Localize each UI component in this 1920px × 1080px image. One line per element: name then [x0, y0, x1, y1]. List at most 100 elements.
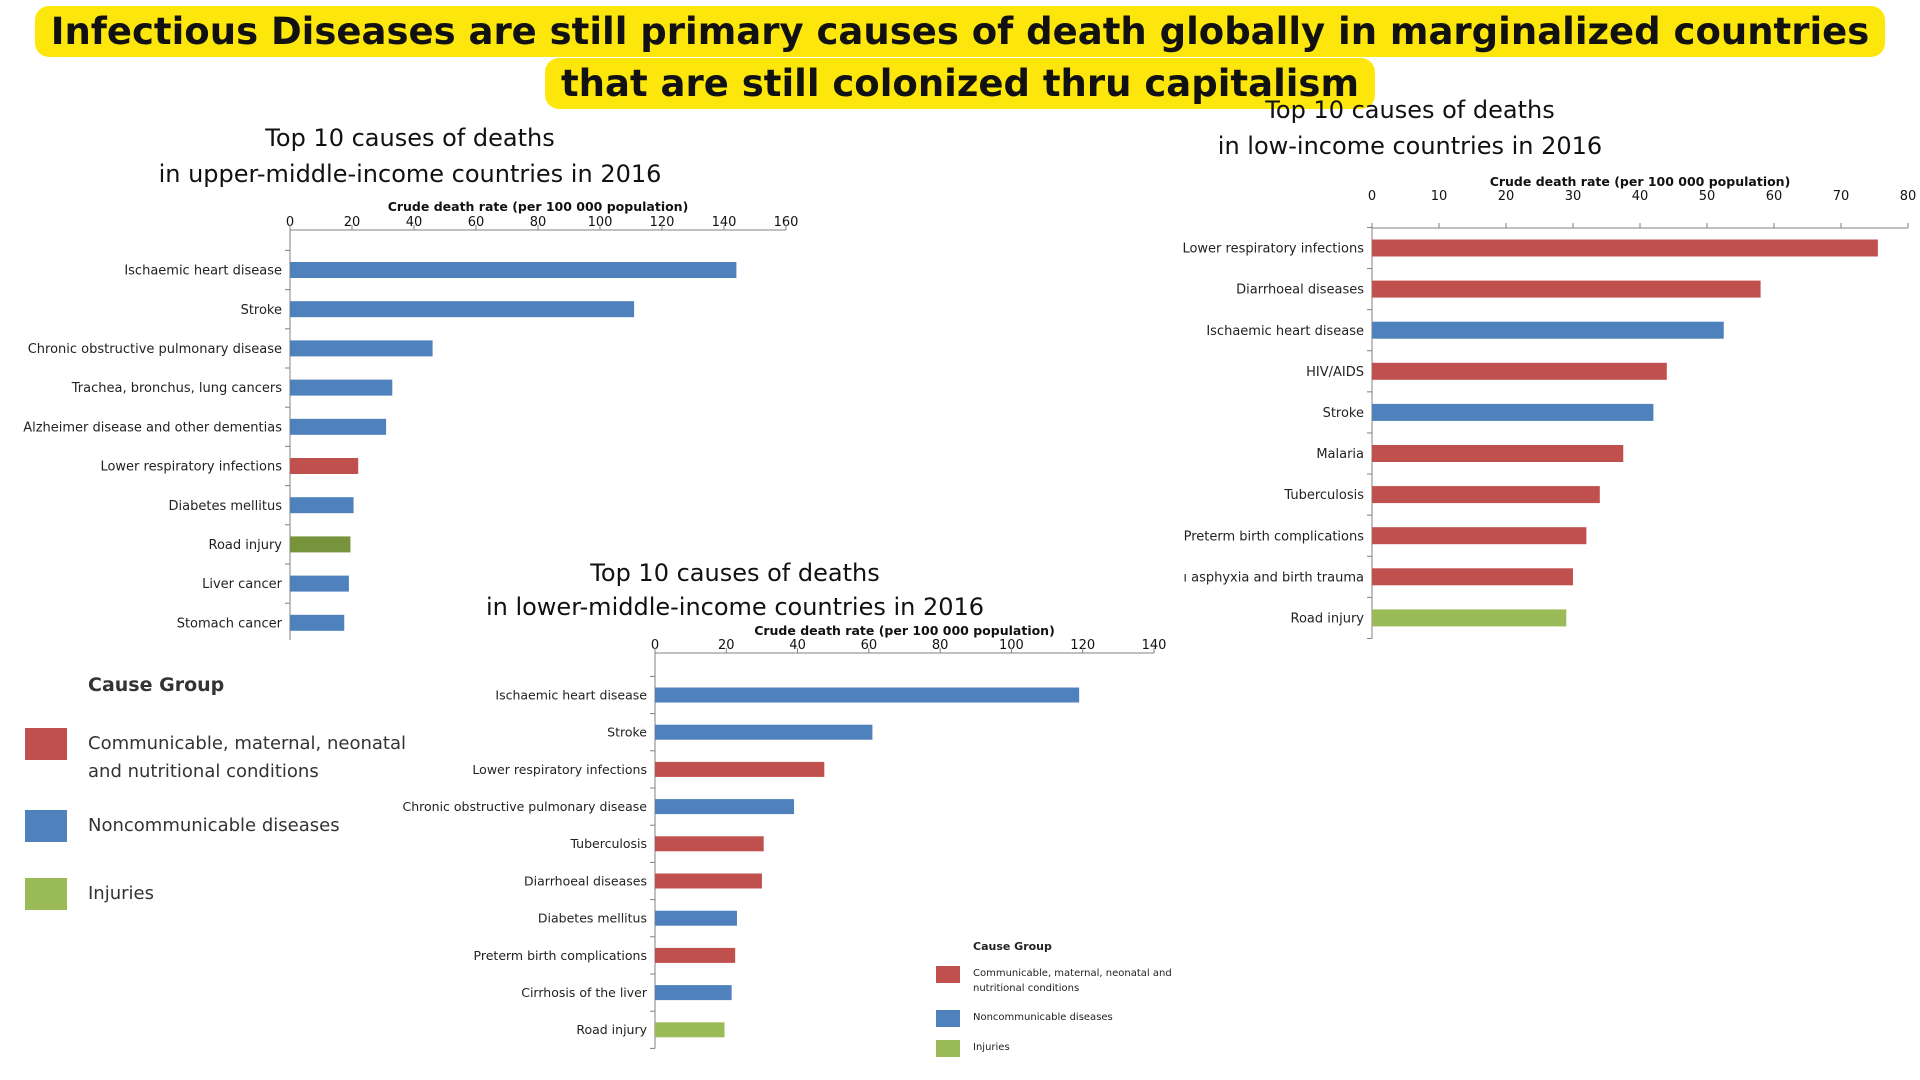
x-tick-label: 0	[1368, 189, 1376, 204]
bar	[655, 761, 825, 777]
category-label: Tuberculosis	[1283, 488, 1364, 503]
x-axis-label: Crude death rate (per 100 000 population…	[754, 623, 1055, 638]
legend-title: Cause Group	[88, 674, 225, 696]
legend-title: Cause Group	[973, 940, 1052, 953]
category-label: Lower respiratory infections	[100, 460, 282, 475]
category-label: Lower respiratory infections	[472, 762, 647, 777]
legend-swatch	[936, 966, 960, 983]
bar	[655, 873, 762, 889]
x-tick-label: 40	[406, 215, 423, 230]
category-label: Chronic obstructive pulmonary disease	[403, 799, 648, 814]
legend-swatch	[25, 810, 67, 842]
legend-label: Communicable, maternal, neonatal and nut…	[973, 968, 1172, 994]
category-label: Tuberculosis	[569, 836, 647, 851]
x-tick-label: 0	[286, 215, 294, 230]
bar	[655, 724, 873, 740]
category-label: Preterm birth complications	[474, 948, 647, 963]
bar	[1372, 321, 1724, 339]
x-axis-label: Crude death rate (per 100 000 population…	[388, 199, 689, 214]
bar	[290, 340, 433, 357]
bar	[290, 301, 635, 318]
x-tick-label: 10	[1431, 189, 1448, 204]
bar	[1372, 486, 1600, 504]
x-tick-label: 60	[468, 215, 485, 230]
bar	[655, 910, 737, 926]
category-label: Road injury	[209, 538, 283, 553]
legend-label: Injuries	[88, 883, 154, 904]
legend-swatch	[25, 878, 67, 910]
chart-upper-middle-income: Top 10 causes of deaths in upper-middle-…	[0, 120, 820, 643]
bar	[1372, 280, 1761, 298]
x-tick-label: 20	[1498, 189, 1515, 204]
bar	[655, 1022, 725, 1038]
x-tick-label: 100	[588, 215, 613, 230]
legend-label: Noncommunicable diseases	[88, 815, 340, 836]
category-label: ı asphyxia and birth trauma	[1183, 570, 1364, 585]
category-label: Chronic obstructive pulmonary disease	[28, 342, 282, 357]
chart-plot: Crude death rate (per 100 000 population…	[403, 623, 1167, 1049]
x-tick-label: 120	[650, 215, 675, 230]
bar	[655, 799, 795, 815]
x-tick-label: 140	[1142, 638, 1167, 653]
category-label: Diabetes mellitus	[169, 499, 283, 514]
chart-lower-middle-income: Top 10 causes of deaths in lower-middle-…	[370, 555, 1190, 1065]
bar	[290, 575, 349, 592]
category-label: Malaria	[1316, 447, 1364, 462]
bar	[655, 836, 764, 852]
chart-title-line1: Top 10 causes of deaths	[1265, 96, 1555, 124]
category-label: Ischaemic heart disease	[495, 687, 647, 702]
x-tick-label: 40	[1632, 189, 1649, 204]
x-tick-label: 30	[1565, 189, 1582, 204]
x-tick-label: 0	[651, 638, 659, 653]
legend-swatch	[25, 728, 67, 760]
bar	[655, 687, 1080, 703]
chart-title-line2: in upper-middle-income countries in 2016	[158, 160, 662, 188]
chart-title-line1: Top 10 causes of deaths	[590, 559, 880, 587]
x-tick-label: 60	[861, 638, 878, 653]
x-axis-label: Crude death rate (per 100 000 population…	[1490, 174, 1791, 189]
bar	[1372, 527, 1587, 545]
bar	[290, 536, 351, 553]
legend-swatch	[936, 1040, 960, 1057]
bar	[290, 379, 393, 396]
legend-label: Noncommunicable diseases	[973, 1012, 1113, 1023]
chart-title-line2: in low-income countries in 2016	[1217, 132, 1603, 160]
category-label: Diabetes mellitus	[538, 911, 647, 926]
category-label: Ischaemic heart disease	[1206, 324, 1364, 339]
legend-swatch	[936, 1010, 960, 1027]
category-label: Diarrhoeal diseases	[1236, 283, 1364, 298]
x-tick-label: 20	[718, 638, 735, 653]
x-tick-label: 40	[789, 638, 806, 653]
bar	[1372, 445, 1624, 462]
category-label: Lower respiratory infections	[1182, 242, 1364, 257]
bar	[1372, 362, 1667, 380]
category-label: HIV/AIDS	[1306, 365, 1364, 380]
x-tick-label: 70	[1833, 189, 1850, 204]
category-label: Stroke	[241, 303, 282, 318]
bar	[290, 458, 359, 474]
chart-low-income: Top 10 causes of deaths in low-income co…	[1120, 92, 1920, 652]
chart-plot: Crude death rate (per 100 000 population…	[23, 199, 799, 643]
chart-title-line1: Top 10 causes of deaths	[265, 124, 555, 152]
bar	[655, 985, 732, 1001]
x-tick-label: 80	[530, 215, 547, 230]
bar	[290, 614, 345, 631]
category-label: Liver cancer	[202, 577, 283, 592]
x-tick-label: 160	[774, 215, 799, 230]
x-tick-label: 80	[1900, 189, 1917, 204]
x-tick-label: 20	[344, 215, 361, 230]
category-label: Alzheimer disease and other dementias	[23, 420, 282, 435]
headline: Infectious Diseases are still primary ca…	[0, 6, 1920, 110]
category-label: Trachea, bronchus, lung cancers	[71, 381, 282, 396]
category-label: Ischaemic heart disease	[124, 264, 282, 279]
legend-label: Communicable, maternal, neonatal and nut…	[88, 733, 407, 782]
bar	[1372, 403, 1654, 421]
x-tick-label: 50	[1699, 189, 1716, 204]
category-label: Stroke	[1323, 406, 1364, 421]
bar	[1372, 239, 1878, 257]
bar	[655, 947, 736, 963]
chart-title-line2: in lower-middle-income countries in 2016	[485, 593, 985, 621]
category-label: Preterm birth complications	[1184, 529, 1365, 544]
bar	[1372, 568, 1573, 586]
category-label: Diarrhoeal diseases	[524, 873, 647, 888]
